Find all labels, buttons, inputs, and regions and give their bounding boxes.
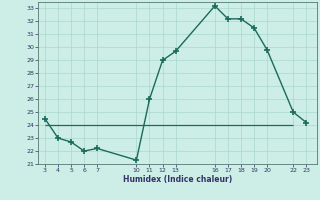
X-axis label: Humidex (Indice chaleur): Humidex (Indice chaleur) <box>123 175 232 184</box>
